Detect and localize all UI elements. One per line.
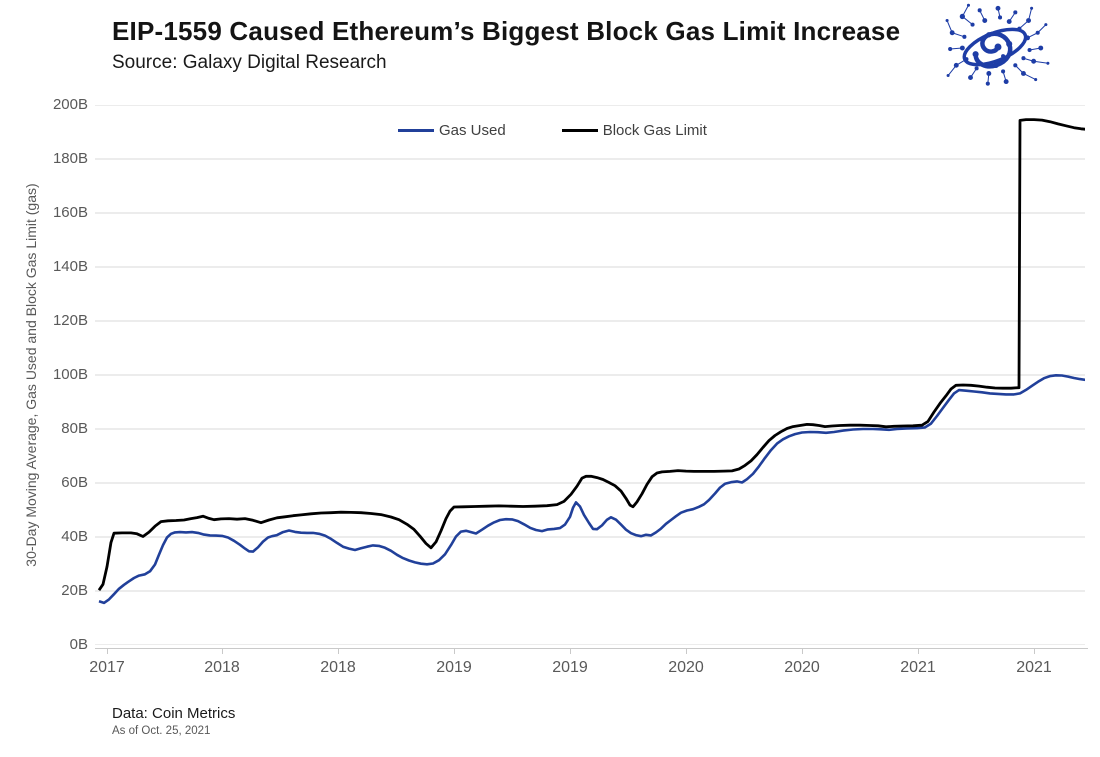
y-tick-label: 140B: [52, 258, 88, 275]
x-tick-mark: [222, 648, 223, 654]
line-chart-canvas: [95, 105, 1085, 645]
legend-label-block-gas-limit: Block Gas Limit: [602, 122, 707, 139]
x-tick-mark: [802, 648, 803, 654]
x-tick-label: 2020: [784, 659, 820, 676]
as-of-date-note: As of Oct. 25, 2021: [112, 725, 211, 737]
x-axis-line: [95, 648, 1088, 649]
y-tick-label: 180B: [52, 150, 88, 167]
x-tick-label: 2021: [900, 659, 936, 676]
x-tick-mark: [1034, 648, 1035, 654]
chart-subtitle: Source: Galaxy Digital Research: [112, 52, 387, 73]
y-tick-label: 160B: [52, 204, 88, 221]
y-tick-label: 0B: [69, 636, 88, 653]
legend-item-block-gas-limit: Block Gas Limit: [561, 122, 707, 139]
x-tick-mark: [918, 648, 919, 654]
x-tick-mark: [338, 648, 339, 654]
y-tick-label: 120B: [52, 312, 88, 329]
legend-label-gas-used: Gas Used: [439, 122, 506, 139]
y-tick-label: 20B: [61, 582, 88, 599]
block-gas-limit-line-swatch: [561, 129, 598, 132]
y-tick-label: 200B: [52, 96, 88, 113]
x-tick-label: 2019: [436, 659, 472, 676]
x-tick-mark: [454, 648, 455, 654]
x-tick-label: 2020: [668, 659, 704, 676]
x-tick-mark: [107, 648, 108, 654]
x-tick-label: 2018: [204, 659, 240, 676]
legend-item-gas-used: Gas Used: [398, 122, 506, 139]
plot-area: [95, 105, 1085, 645]
galaxy-network-icon: [945, 3, 1050, 86]
y-tick-label: 60B: [61, 474, 88, 491]
x-tick-label: 2019: [552, 659, 588, 676]
x-tick-mark: [570, 648, 571, 654]
y-tick-label: 80B: [61, 420, 88, 437]
gas-used-line-swatch: [398, 129, 434, 132]
x-tick-mark: [686, 648, 687, 654]
x-tick-label: 2017: [89, 659, 125, 676]
y-tick-label: 40B: [61, 528, 88, 545]
series-line-gas-used: [98, 373, 1085, 605]
x-tick-label: 2021: [1016, 659, 1052, 676]
series-line-block-gas-limit: [97, 118, 1085, 591]
data-source-note: Data: Coin Metrics: [112, 705, 236, 722]
x-tick-label: 2018: [320, 659, 356, 676]
chart-title: EIP-1559 Caused Ethereum’s Biggest Block…: [112, 16, 901, 46]
y-tick-label: 100B: [52, 366, 88, 383]
legend: Gas Used Block Gas Limit: [398, 122, 707, 139]
